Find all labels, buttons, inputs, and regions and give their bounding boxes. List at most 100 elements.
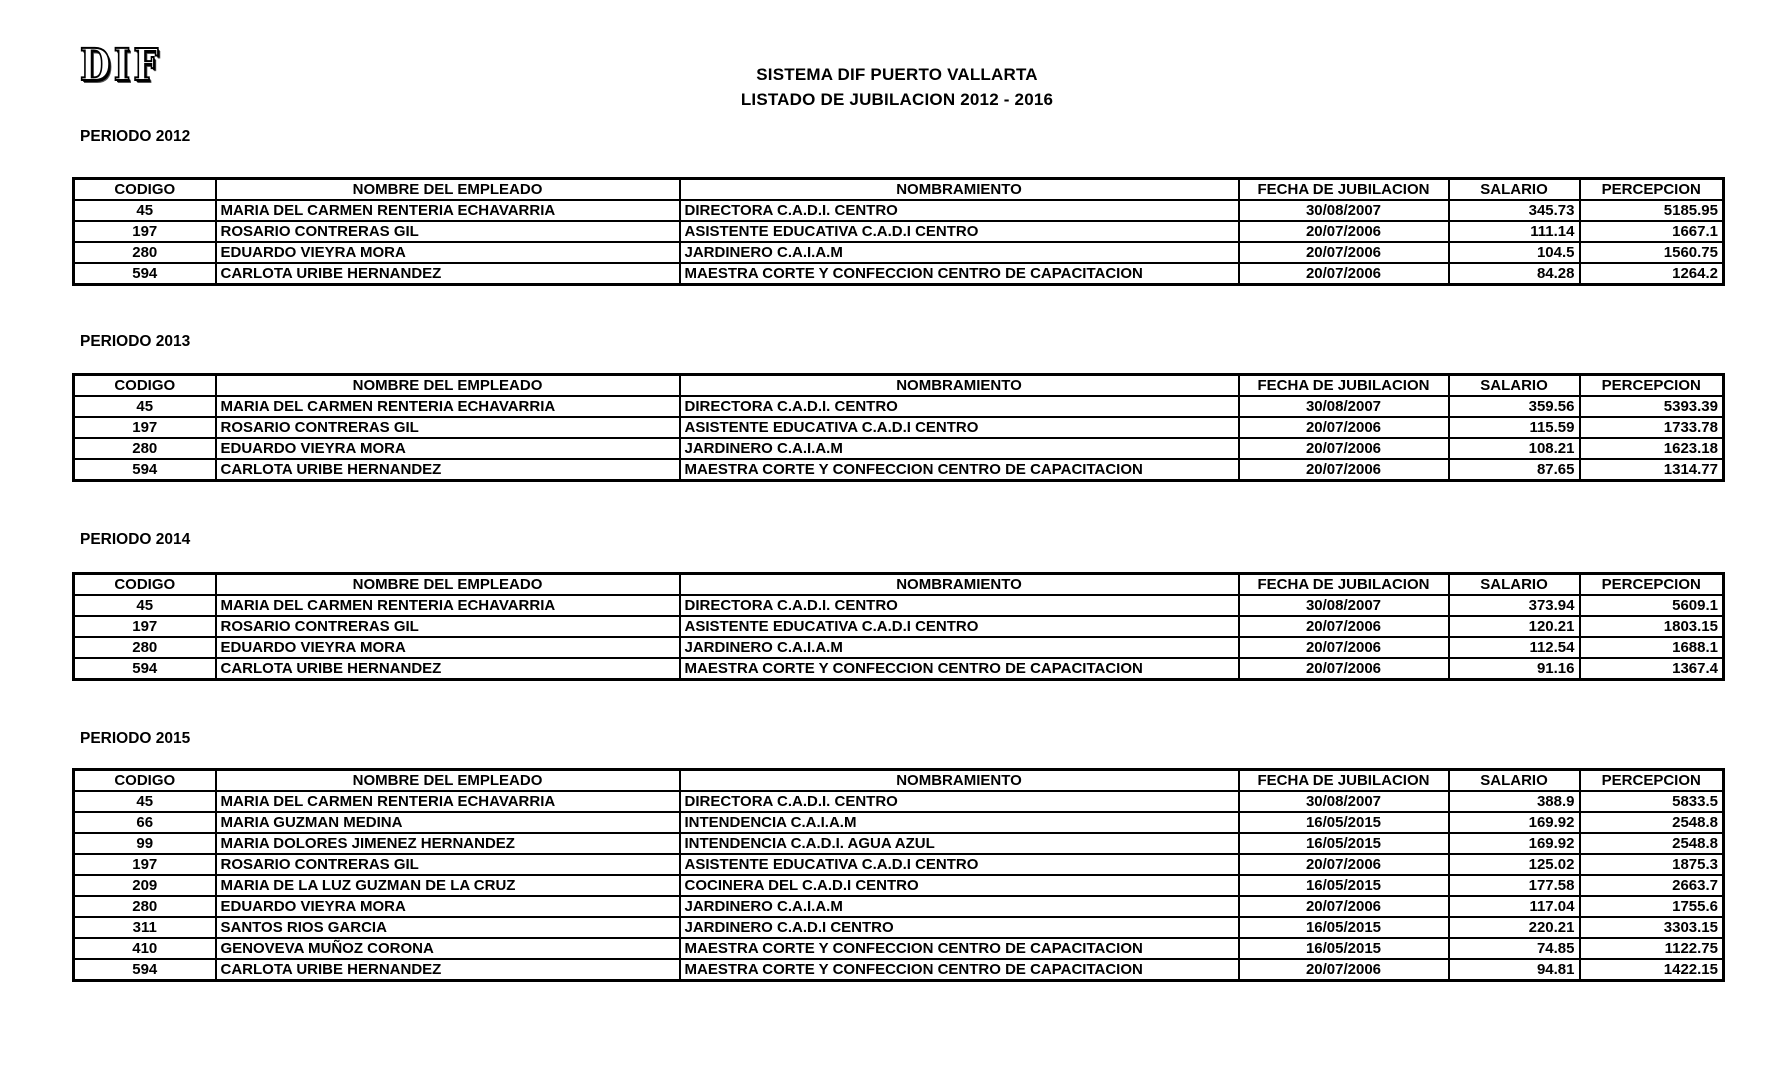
column-header: NOMBRE DEL EMPLEADO — [214, 572, 681, 596]
table-cell: 91.16 — [1447, 657, 1581, 681]
period-table: CODIGO NOMBRE DEL EMPLEADO NOMBRAMIENTO FEC… — [72, 768, 1725, 982]
table-cell: 45 — [72, 790, 217, 813]
table-cell: 20/07/2006 — [1237, 458, 1450, 482]
table-cell: ROSARIO CONTRERAS GIL — [214, 416, 681, 439]
table-cell: MAESTRA CORTE Y CONFECCION CENTRO DE CAP… — [678, 458, 1240, 482]
table-cell: 125.02 — [1447, 853, 1581, 876]
table-cell: MAESTRA CORTE Y CONFECCION CENTRO DE CAP… — [678, 958, 1240, 982]
table-row: 66 MARIA GUZMAN MEDINA INTENDENCIA C.A.I.A… — [72, 811, 1725, 834]
table-row: 45 MARIA DEL CARMEN RENTERIA ECHAVARRIA DI… — [72, 395, 1725, 418]
table-cell: 5393.39 — [1578, 395, 1725, 418]
column-header: FECHA DE JUBILACION — [1237, 572, 1450, 596]
column-header: PERCEPCION — [1578, 177, 1725, 201]
table-row: 280 EDUARDO VIEYRA MORA JARDINERO C.A.I.A.… — [72, 437, 1725, 460]
table-cell: 373.94 — [1447, 594, 1581, 617]
table-cell: 1422.15 — [1578, 958, 1725, 982]
table-cell: COCINERA DEL C.A.D.I CENTRO — [678, 874, 1240, 897]
table-row: 45 MARIA DEL CARMEN RENTERIA ECHAVARRIA DI… — [72, 199, 1725, 222]
period-label: PERIODO 2014 — [80, 531, 191, 548]
period-label: PERIODO 2013 — [80, 333, 191, 350]
column-header: NOMBRE DEL EMPLEADO — [214, 373, 681, 397]
table-cell: ROSARIO CONTRERAS GIL — [214, 615, 681, 638]
table-cell: 112.54 — [1447, 636, 1581, 659]
table-cell: 311 — [72, 916, 217, 939]
table-cell: DIRECTORA C.A.D.I. CENTRO — [678, 594, 1240, 617]
table-cell: ASISTENTE EDUCATIVA C.A.D.I CENTRO — [678, 220, 1240, 243]
table-cell: INTENDENCIA C.A.D.I. AGUA AZUL — [678, 832, 1240, 855]
header-row: CODIGO NOMBRE DEL EMPLEADO NOMBRAMIENTO FEC… — [72, 572, 1725, 596]
table-cell: ROSARIO CONTRERAS GIL — [214, 220, 681, 243]
table-cell: 20/07/2006 — [1237, 241, 1450, 264]
table-cell: EDUARDO VIEYRA MORA — [214, 241, 681, 264]
table-cell: 1367.4 — [1578, 657, 1725, 681]
table-cell: CARLOTA URIBE HERNANDEZ — [214, 458, 681, 482]
column-header: FECHA DE JUBILACION — [1237, 768, 1450, 792]
table-cell: 16/05/2015 — [1237, 916, 1450, 939]
period-label: PERIODO 2012 — [80, 128, 191, 145]
table-cell: 20/07/2006 — [1237, 416, 1450, 439]
table-cell: 99 — [72, 832, 217, 855]
table-cell: CARLOTA URIBE HERNANDEZ — [214, 657, 681, 681]
table-cell: 94.81 — [1447, 958, 1581, 982]
table-cell: JARDINERO C.A.I.A.M — [678, 895, 1240, 918]
table-cell: 1264.2 — [1578, 262, 1725, 286]
report-subtitle: LISTADO DE JUBILACION 2012 - 2016 — [740, 90, 1054, 109]
table-cell: MARIA DEL CARMEN RENTERIA ECHAVARRIA — [214, 790, 681, 813]
column-header: CODIGO — [72, 768, 217, 792]
table-cell: 197 — [72, 853, 217, 876]
table-cell: EDUARDO VIEYRA MORA — [214, 636, 681, 659]
table-cell: 594 — [72, 458, 217, 482]
table-cell: 594 — [72, 958, 217, 982]
table-cell: 30/08/2007 — [1237, 395, 1450, 418]
table-cell: MAESTRA CORTE Y CONFECCION CENTRO DE CAP… — [678, 937, 1240, 960]
table-row: 594 CARLOTA URIBE HERNANDEZ MAESTRA CORTE … — [72, 262, 1725, 286]
table-row: 280 EDUARDO VIEYRA MORA JARDINERO C.A.I.A.… — [72, 895, 1725, 918]
table-cell: 45 — [72, 594, 217, 617]
table-cell: INTENDENCIA C.A.I.A.M — [678, 811, 1240, 834]
table-cell: 410 — [72, 937, 217, 960]
table-cell: CARLOTA URIBE HERNANDEZ — [214, 958, 681, 982]
table-cell: MARIA DEL CARMEN RENTERIA ECHAVARRIA — [214, 594, 681, 617]
header-row: CODIGO NOMBRE DEL EMPLEADO NOMBRAMIENTO FEC… — [72, 373, 1725, 397]
column-header: SALARIO — [1447, 768, 1581, 792]
table-cell: DIRECTORA C.A.D.I. CENTRO — [678, 199, 1240, 222]
period-label: PERIODO 2015 — [80, 730, 191, 747]
table-cell: 3303.15 — [1578, 916, 1725, 939]
table-cell: 117.04 — [1447, 895, 1581, 918]
table-cell: 30/08/2007 — [1237, 594, 1450, 617]
column-header: SALARIO — [1447, 572, 1581, 596]
table-row: 594 CARLOTA URIBE HERNANDEZ MAESTRA CORTE … — [72, 657, 1725, 681]
table-cell: 280 — [72, 437, 217, 460]
column-header: NOMBRE DEL EMPLEADO — [214, 768, 681, 792]
table-cell: JARDINERO C.A.I.A.M — [678, 636, 1240, 659]
period-table: CODIGO NOMBRE DEL EMPLEADO NOMBRAMIENTO FEC… — [72, 572, 1725, 681]
header-row: CODIGO NOMBRE DEL EMPLEADO NOMBRAMIENTO FEC… — [72, 177, 1725, 201]
table-cell: 1755.6 — [1578, 895, 1725, 918]
table-cell: JARDINERO C.A.I.A.M — [678, 241, 1240, 264]
period-table: CODIGO NOMBRE DEL EMPLEADO NOMBRAMIENTO FEC… — [72, 373, 1725, 482]
report-title-block: SISTEMA DIF PUERTO VALLARTA LISTADO DE J… — [72, 62, 1722, 112]
table-cell: MARIA DOLORES JIMENEZ HERNANDEZ — [214, 832, 681, 855]
column-header: CODIGO — [72, 373, 217, 397]
table-cell: ASISTENTE EDUCATIVA C.A.D.I CENTRO — [678, 853, 1240, 876]
table-cell: 1875.3 — [1578, 853, 1725, 876]
column-header: PERCEPCION — [1578, 373, 1725, 397]
table-cell: 209 — [72, 874, 217, 897]
table-cell: MARIA DEL CARMEN RENTERIA ECHAVARRIA — [214, 395, 681, 418]
table-cell: 1667.1 — [1578, 220, 1725, 243]
table-row: 280 EDUARDO VIEYRA MORA JARDINERO C.A.I.A.… — [72, 241, 1725, 264]
table-cell: GENOVEVA MUÑOZ CORONA — [214, 937, 681, 960]
table-cell: 84.28 — [1447, 262, 1581, 286]
table-cell: 280 — [72, 241, 217, 264]
table-cell: CARLOTA URIBE HERNANDEZ — [214, 262, 681, 286]
table-cell: 20/07/2006 — [1237, 262, 1450, 286]
table-cell: 16/05/2015 — [1237, 811, 1450, 834]
table-cell: 66 — [72, 811, 217, 834]
table-cell: 594 — [72, 262, 217, 286]
table-cell: 1803.15 — [1578, 615, 1725, 638]
table-cell: 104.5 — [1447, 241, 1581, 264]
table-cell: 16/05/2015 — [1237, 832, 1450, 855]
table-row: 209 MARIA DE LA LUZ GUZMAN DE LA CRUZ COCI… — [72, 874, 1725, 897]
table-cell: 280 — [72, 636, 217, 659]
